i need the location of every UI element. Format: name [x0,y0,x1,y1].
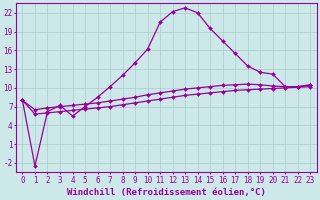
X-axis label: Windchill (Refroidissement éolien,°C): Windchill (Refroidissement éolien,°C) [67,188,266,197]
